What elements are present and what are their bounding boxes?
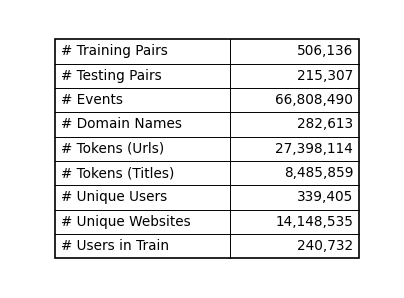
Text: 66,808,490: 66,808,490	[276, 93, 353, 107]
Text: # Unique Users: # Unique Users	[61, 190, 167, 204]
Text: 282,613: 282,613	[297, 117, 353, 131]
Text: 14,148,535: 14,148,535	[275, 215, 353, 229]
Text: 506,136: 506,136	[297, 44, 353, 58]
Text: # Events: # Events	[61, 93, 123, 107]
Text: 27,398,114: 27,398,114	[276, 142, 353, 156]
Text: # Domain Names: # Domain Names	[61, 117, 182, 131]
Text: 339,405: 339,405	[297, 190, 353, 204]
Text: 215,307: 215,307	[297, 69, 353, 83]
Text: # Testing Pairs: # Testing Pairs	[61, 69, 162, 83]
Text: # Tokens (Urls): # Tokens (Urls)	[61, 142, 164, 156]
Text: 240,732: 240,732	[297, 239, 353, 253]
Text: # Unique Websites: # Unique Websites	[61, 215, 191, 229]
Text: # Users in Train: # Users in Train	[61, 239, 169, 253]
Text: # Tokens (Titles): # Tokens (Titles)	[61, 166, 174, 180]
Text: 8,485,859: 8,485,859	[284, 166, 353, 180]
Text: # Training Pairs: # Training Pairs	[61, 44, 168, 58]
